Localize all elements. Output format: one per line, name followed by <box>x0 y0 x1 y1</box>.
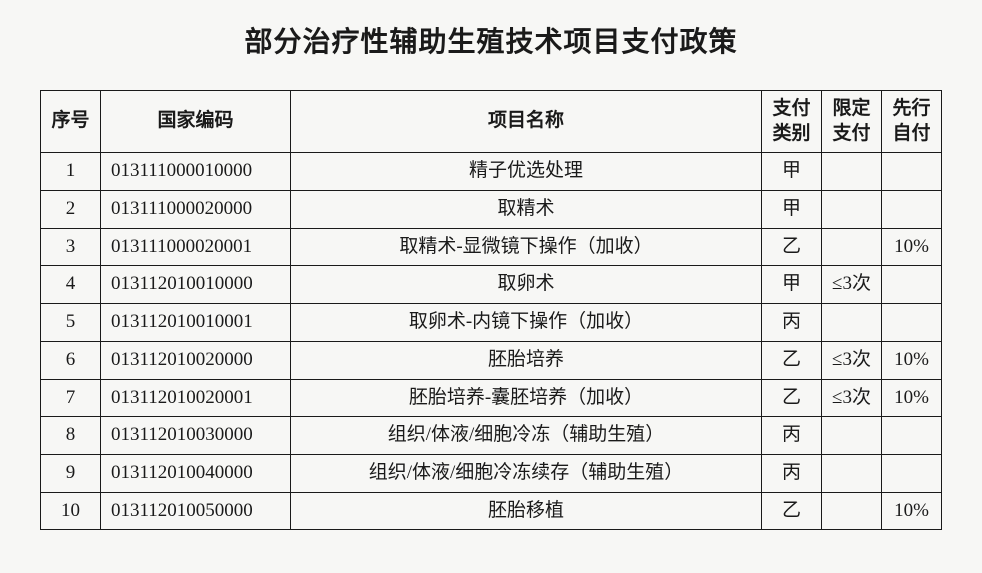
cell-seq: 10 <box>41 492 101 530</box>
cell-code: 013112010030000 <box>101 417 291 455</box>
table-row: 9013112010040000组织/体液/细胞冷冻续存（辅助生殖）丙 <box>41 454 942 492</box>
cell-limit: ≤3次 <box>822 341 882 379</box>
cell-self: 10% <box>882 492 942 530</box>
col-header-code: 国家编码 <box>101 91 291 153</box>
cell-cat: 丙 <box>762 417 822 455</box>
cell-name: 胚胎培养-囊胚培养（加收） <box>291 379 762 417</box>
table-row: 4013112010010000取卵术甲≤3次 <box>41 266 942 304</box>
cell-limit <box>822 417 882 455</box>
cell-seq: 1 <box>41 153 101 191</box>
col-header-limit: 限定支付 <box>822 91 882 153</box>
cell-cat: 丙 <box>762 304 822 342</box>
cell-cat: 乙 <box>762 379 822 417</box>
cell-seq: 2 <box>41 191 101 229</box>
cell-self <box>882 454 942 492</box>
table-row: 1013111000010000精子优选处理甲 <box>41 153 942 191</box>
cell-name: 胚胎移植 <box>291 492 762 530</box>
cell-cat: 乙 <box>762 341 822 379</box>
cell-code: 013112010020000 <box>101 341 291 379</box>
table-row: 7013112010020001胚胎培养-囊胚培养（加收）乙≤3次10% <box>41 379 942 417</box>
cell-self <box>882 266 942 304</box>
cell-name: 精子优选处理 <box>291 153 762 191</box>
table-row: 6013112010020000胚胎培养乙≤3次10% <box>41 341 942 379</box>
cell-seq: 9 <box>41 454 101 492</box>
col-header-name: 项目名称 <box>291 91 762 153</box>
cell-code: 013111000010000 <box>101 153 291 191</box>
cell-code: 013111000020001 <box>101 228 291 266</box>
cell-seq: 5 <box>41 304 101 342</box>
cell-limit <box>822 228 882 266</box>
cell-name: 取卵术-内镜下操作（加收） <box>291 304 762 342</box>
cell-limit <box>822 304 882 342</box>
table-row: 5013112010010001取卵术-内镜下操作（加收）丙 <box>41 304 942 342</box>
cell-limit <box>822 153 882 191</box>
cell-seq: 6 <box>41 341 101 379</box>
cell-self: 10% <box>882 379 942 417</box>
cell-limit: ≤3次 <box>822 379 882 417</box>
cell-cat: 甲 <box>762 266 822 304</box>
cell-seq: 3 <box>41 228 101 266</box>
cell-code: 013112010040000 <box>101 454 291 492</box>
table-header-row: 序号 国家编码 项目名称 支付类别 限定支付 先行自付 <box>41 91 942 153</box>
cell-cat: 乙 <box>762 228 822 266</box>
table-row: 8013112010030000组织/体液/细胞冷冻（辅助生殖）丙 <box>41 417 942 455</box>
cell-code: 013112010010001 <box>101 304 291 342</box>
table-row: 2013111000020000取精术甲 <box>41 191 942 229</box>
cell-cat: 丙 <box>762 454 822 492</box>
cell-self <box>882 417 942 455</box>
cell-name: 取精术 <box>291 191 762 229</box>
table-row: 3013111000020001取精术-显微镜下操作（加收）乙 10% <box>41 228 942 266</box>
table-row: 10013112010050000胚胎移植乙 10% <box>41 492 942 530</box>
cell-seq: 4 <box>41 266 101 304</box>
cell-cat: 甲 <box>762 191 822 229</box>
cell-limit: ≤3次 <box>822 266 882 304</box>
cell-code: 013112010050000 <box>101 492 291 530</box>
cell-limit <box>822 454 882 492</box>
cell-self: 10% <box>882 228 942 266</box>
cell-code: 013111000020000 <box>101 191 291 229</box>
cell-name: 组织/体液/细胞冷冻（辅助生殖） <box>291 417 762 455</box>
cell-self: 10% <box>882 341 942 379</box>
cell-cat: 甲 <box>762 153 822 191</box>
cell-self <box>882 153 942 191</box>
cell-seq: 7 <box>41 379 101 417</box>
cell-code: 013112010010000 <box>101 266 291 304</box>
page-title: 部分治疗性辅助生殖技术项目支付政策 <box>40 20 942 60</box>
cell-name: 胚胎培养 <box>291 341 762 379</box>
policy-table: 序号 国家编码 项目名称 支付类别 限定支付 先行自付 101311100001… <box>40 90 942 530</box>
table-body: 1013111000010000精子优选处理甲2013111000020000取… <box>41 153 942 530</box>
cell-limit <box>822 492 882 530</box>
cell-name: 取卵术 <box>291 266 762 304</box>
cell-self <box>882 304 942 342</box>
cell-name: 取精术-显微镜下操作（加收） <box>291 228 762 266</box>
cell-cat: 乙 <box>762 492 822 530</box>
cell-code: 013112010020001 <box>101 379 291 417</box>
cell-limit <box>822 191 882 229</box>
col-header-self: 先行自付 <box>882 91 942 153</box>
col-header-cat: 支付类别 <box>762 91 822 153</box>
cell-self <box>882 191 942 229</box>
cell-seq: 8 <box>41 417 101 455</box>
col-header-seq: 序号 <box>41 91 101 153</box>
cell-name: 组织/体液/细胞冷冻续存（辅助生殖） <box>291 454 762 492</box>
